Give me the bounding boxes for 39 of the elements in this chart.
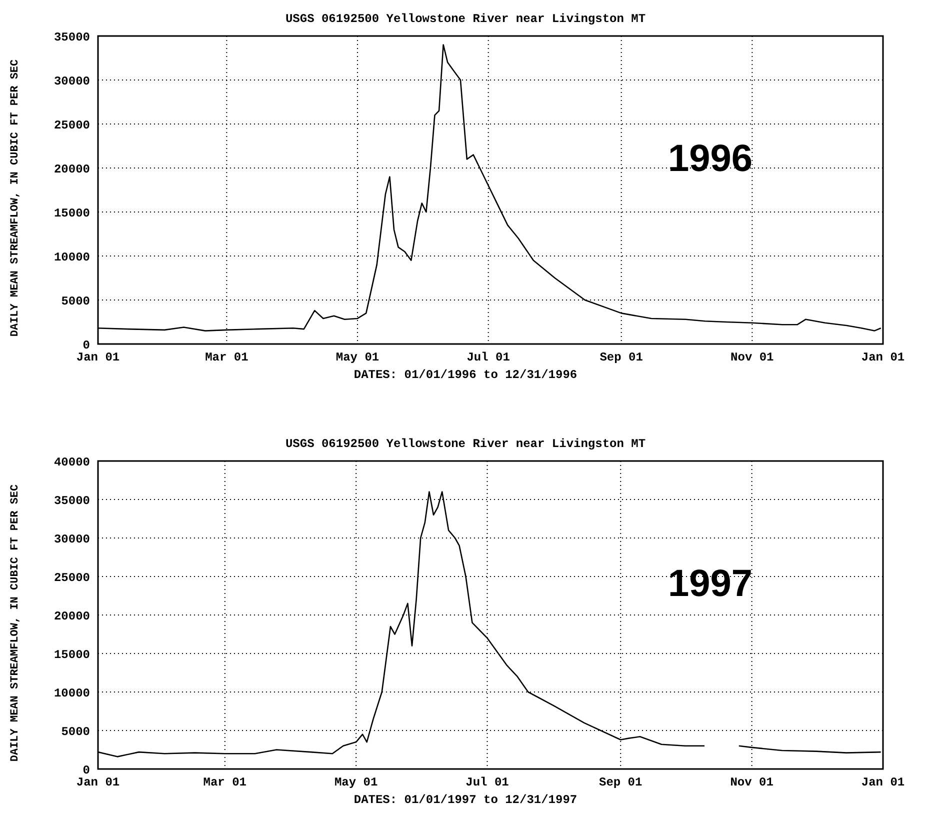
x-tick-label: Sep 01 bbox=[600, 350, 643, 365]
x-tick-label: Jul 01 bbox=[466, 350, 510, 365]
x-axis-title: DATES: 01/01/1996 to 12/31/1996 bbox=[352, 368, 578, 382]
y-axis-title: DAILY MEAN STREAMFLOW, IN CUBIC FT PER SEC bbox=[10, 484, 22, 762]
x-tick-label: Nov 01 bbox=[730, 350, 774, 365]
y-tick-label: 0 bbox=[82, 338, 90, 352]
y-axis-title: DAILY MEAN STREAMFLOW, IN CUBIC FT PER SEC bbox=[10, 59, 22, 337]
x-tick-label: Mar 01 bbox=[205, 350, 248, 365]
y-tick-label: 15000 bbox=[54, 648, 90, 662]
y-tick-label: 30000 bbox=[54, 532, 90, 546]
x-tick-label: Jan 01 bbox=[76, 776, 120, 790]
y-tick-label: 15000 bbox=[54, 206, 90, 220]
x-tick-label: Jan 01 bbox=[861, 776, 905, 790]
y-tick-label: 10000 bbox=[54, 250, 90, 264]
y-tick-label: 10000 bbox=[54, 686, 90, 700]
x-tick-label: Sep 01 bbox=[599, 776, 642, 790]
y-tick-label: 25000 bbox=[54, 570, 90, 585]
y-tick-label: 20000 bbox=[54, 609, 90, 624]
x-tick-label: May 01 bbox=[334, 776, 378, 790]
y-tick-label: 35000 bbox=[54, 30, 90, 44]
y-tick-label: 25000 bbox=[54, 118, 90, 132]
y-tick-label: 5000 bbox=[61, 294, 90, 308]
y-tick-label: 0 bbox=[82, 763, 90, 778]
chart-title: USGS 06192500 Yellowstone River near Livingston MT bbox=[284, 12, 647, 26]
x-tick-label: Nov 01 bbox=[730, 776, 774, 790]
y-tick-label: 40000 bbox=[54, 455, 90, 470]
chart-title: USGS 06192500 Yellowstone River near Livingston MT bbox=[284, 437, 647, 451]
x-axis-title: DATES: 01/01/1997 to 12/31/1997 bbox=[352, 793, 578, 807]
y-tick-label: 5000 bbox=[61, 724, 90, 739]
x-tick-label: Jan 01 bbox=[861, 350, 905, 365]
y-tick-label: 20000 bbox=[54, 162, 90, 176]
x-tick-label: Jul 01 bbox=[466, 776, 509, 790]
y-tick-label: 30000 bbox=[54, 74, 90, 88]
annotation: 1996 bbox=[668, 138, 753, 181]
x-tick-label: Jan 01 bbox=[76, 350, 120, 365]
y-tick-label: 35000 bbox=[54, 494, 90, 508]
annotation: 1997 bbox=[668, 563, 753, 606]
x-tick-label: Mar 01 bbox=[203, 776, 246, 790]
x-tick-label: May 01 bbox=[336, 350, 380, 365]
